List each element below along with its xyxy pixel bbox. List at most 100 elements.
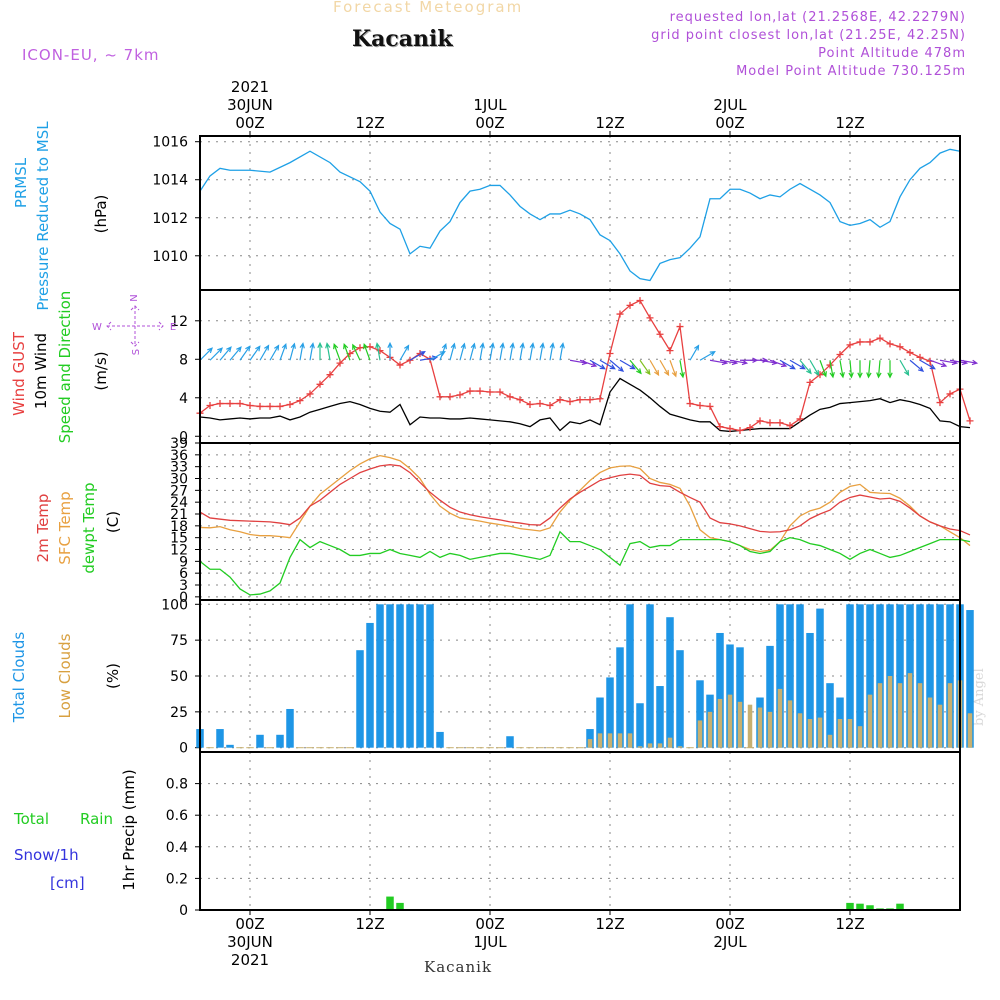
total-cloud-bar <box>616 647 624 748</box>
total-cloud-bar <box>636 703 644 748</box>
low-cloud-bar <box>737 701 743 748</box>
wind-arrow <box>549 342 555 361</box>
gust-marker <box>516 396 524 404</box>
label-total-clouds: Total Clouds <box>10 632 28 724</box>
gust-marker <box>636 297 644 305</box>
low-cloud-bar <box>697 720 703 748</box>
label-wind-gust: Wind GUST <box>10 331 28 416</box>
compass-east: E <box>170 322 176 333</box>
total-cloud-bar <box>876 604 884 748</box>
total-cloud-bar <box>856 604 864 748</box>
wind-arrow <box>343 342 351 361</box>
gust-marker <box>746 424 754 432</box>
y-tick-label: 27 <box>170 483 188 499</box>
wind-arrow <box>839 360 845 379</box>
wind-arrow <box>789 359 806 370</box>
low-cloud-bar <box>837 719 843 748</box>
total-cloud-bar <box>926 604 934 748</box>
wind-arrow <box>589 359 606 370</box>
y-tick-label: 24 <box>170 495 188 511</box>
label-pressure-msl: Pressure Reduced to MSL <box>34 121 52 311</box>
low-cloud-bar <box>587 739 593 748</box>
total-cloud-bar <box>676 650 684 748</box>
wind-arrow <box>375 342 381 361</box>
wind-arrow <box>309 342 315 361</box>
wind-arrow <box>399 344 410 361</box>
gust-marker <box>666 347 674 355</box>
total-cloud-bar <box>606 677 614 748</box>
t2m-line <box>199 464 971 536</box>
bottom-time-label: 1JUL <box>473 933 507 951</box>
gust-marker <box>326 371 334 379</box>
gust-marker <box>856 338 864 346</box>
wind-arrow <box>289 342 296 361</box>
low-cloud-bar <box>757 707 763 748</box>
gust-marker <box>846 341 854 349</box>
low-cloud-bar <box>667 737 673 748</box>
low-cloud-bar <box>597 733 603 748</box>
panel-frame <box>199 751 961 911</box>
label-2m-temp: 2m Temp <box>34 494 52 563</box>
wind-arrow <box>439 342 447 361</box>
gust-marker <box>876 334 884 342</box>
info-grid-point: grid point closest lon,lat (21.25E, 42.2… <box>651 28 966 43</box>
low-cloud-bar <box>927 697 933 748</box>
bottom-time-label: 12Z <box>595 915 624 933</box>
wind-arrow <box>559 342 565 361</box>
label-low-clouds: Low Clouds <box>56 633 74 718</box>
y-tick-label: 100 <box>161 597 188 613</box>
gust-marker <box>466 387 474 395</box>
wind-arrow <box>829 360 835 379</box>
wind-arrow <box>669 360 677 378</box>
wind-arrow <box>599 359 616 370</box>
low-cloud-bar <box>947 683 953 748</box>
y-tick-label: 0.6 <box>166 808 188 824</box>
bottom-time-label: 12Z <box>355 915 384 933</box>
wind-speed-line <box>199 377 971 433</box>
total-cloud-bar <box>656 686 664 748</box>
gust-marker <box>556 396 564 404</box>
gust-marker <box>496 388 504 396</box>
info-point-altitude: Point Altitude 478m <box>818 46 966 61</box>
wind-arrow <box>479 342 485 361</box>
total-cloud-bar <box>226 744 234 748</box>
top-time-label: 12Z <box>355 114 384 132</box>
gust-marker <box>606 350 614 358</box>
gust-marker <box>656 330 664 338</box>
wind-arrow <box>848 360 854 379</box>
label-hpa: (hPa) <box>92 195 110 234</box>
panel-frame <box>199 289 961 444</box>
gust-marker <box>306 390 314 398</box>
rain-bar <box>866 905 874 910</box>
total-cloud-bar <box>386 604 394 748</box>
wind-arrow <box>799 359 812 375</box>
wind-arrow <box>325 342 331 361</box>
gust-marker <box>266 402 274 410</box>
wind-arrow <box>959 359 979 366</box>
gust-marker <box>626 301 634 309</box>
bottom-time-label: 2JUL <box>713 933 747 951</box>
gust-marker <box>576 396 584 404</box>
gust-marker <box>786 422 794 430</box>
gust-marker <box>616 310 624 318</box>
label-speed-direction: Speed and Direction <box>56 291 74 444</box>
wind-arrow <box>689 344 700 361</box>
low-cloud-bar <box>727 694 733 748</box>
total-cloud-bar <box>366 622 374 748</box>
wind-arrow <box>750 357 769 363</box>
top-time-label: 30JUN <box>227 96 273 114</box>
total-cloud-bar <box>646 604 654 748</box>
low-cloud-bar <box>897 683 903 748</box>
y-tick-label: 1012 <box>152 211 188 227</box>
gust-marker <box>456 391 464 399</box>
low-cloud-bar <box>877 683 883 748</box>
wind-arrow <box>279 342 287 361</box>
total-cloud-bar <box>796 604 804 748</box>
wind-arrow <box>779 359 796 370</box>
y-tick-label: 1010 <box>152 249 188 265</box>
low-cloud-bar <box>827 734 833 748</box>
wind-arrow <box>866 360 872 379</box>
gust-marker <box>646 314 654 322</box>
y-tick-label: 39 <box>170 436 188 452</box>
